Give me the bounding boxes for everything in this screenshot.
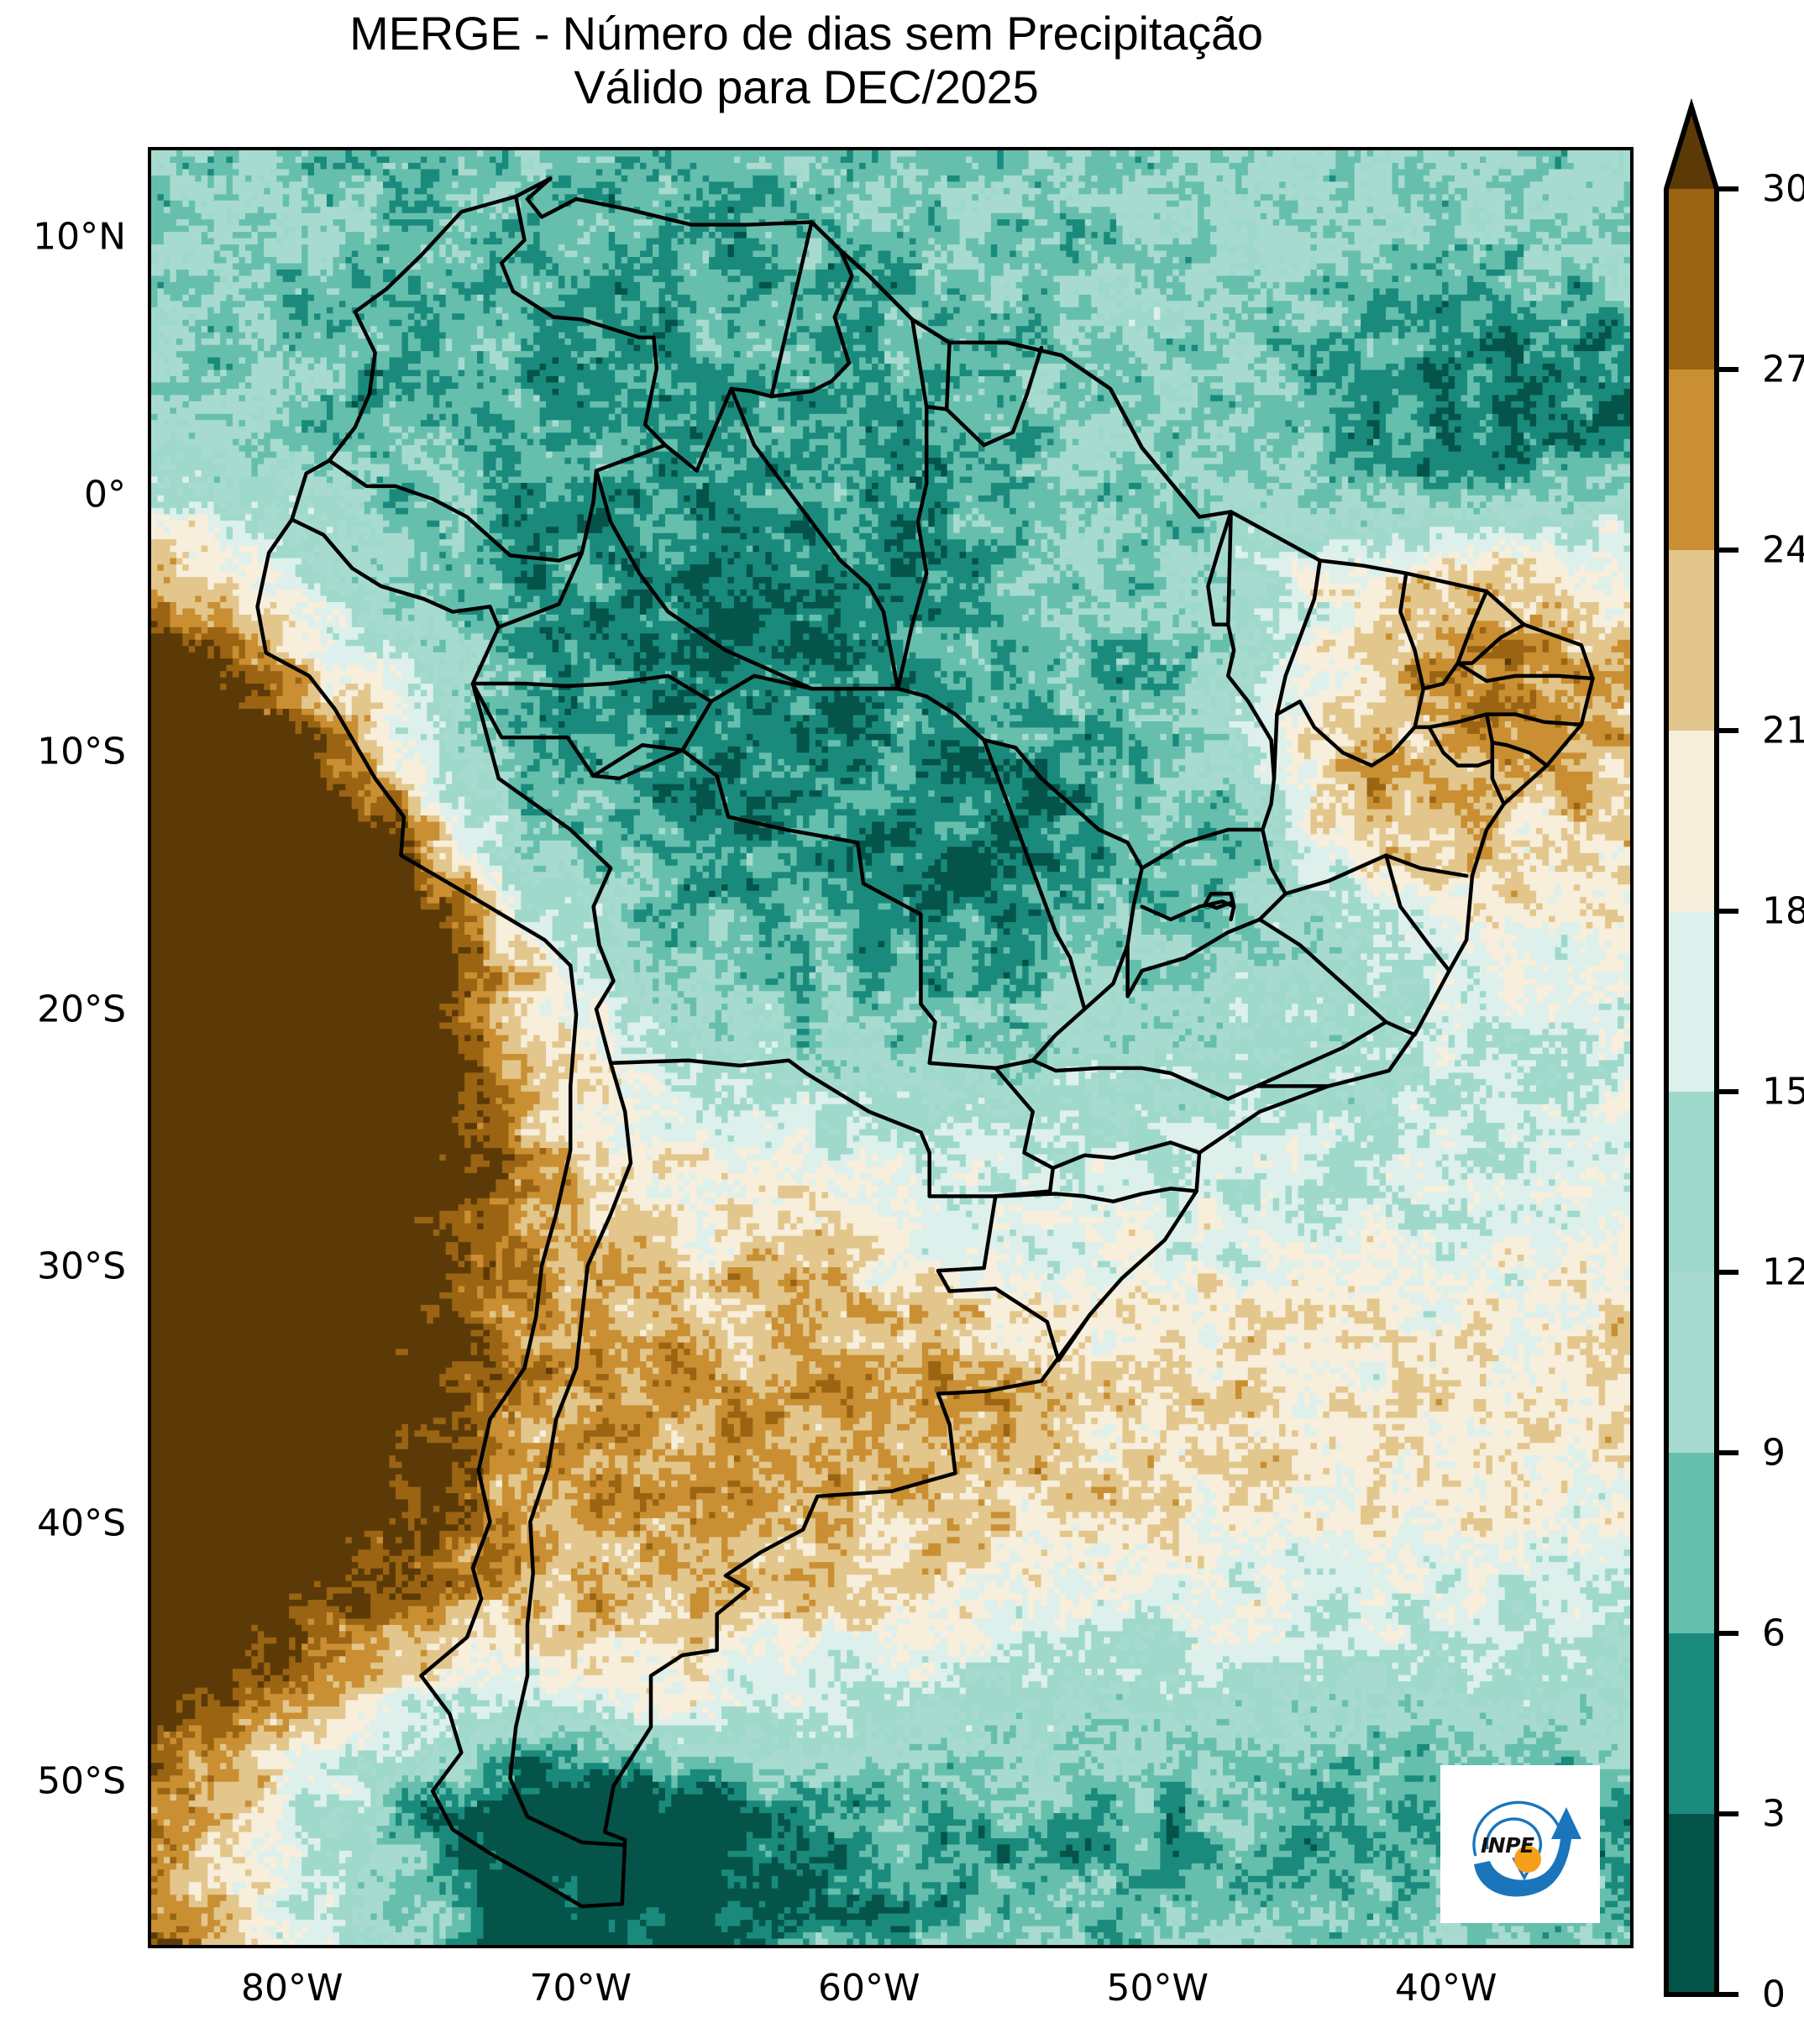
map-plot-area bbox=[148, 147, 1634, 1948]
colorbar-band-9-12 bbox=[1666, 1272, 1717, 1453]
colorbar-band-3-6 bbox=[1666, 1633, 1717, 1814]
lat-tick-50°S: 50°S bbox=[0, 1759, 126, 1802]
lat-tick-10°N: 10°N bbox=[0, 216, 126, 259]
colorbar-band-12-15 bbox=[1666, 1092, 1717, 1272]
figure-title: MERGE - Número de dias sem Precipitação … bbox=[0, 7, 1613, 114]
colorbar-label-18: 18 bbox=[1762, 890, 1804, 933]
colorbar-band-21-24 bbox=[1666, 550, 1717, 731]
colorbar-label-27: 27 bbox=[1762, 349, 1804, 391]
inpe-logo-mark: INPE bbox=[1440, 1765, 1600, 1923]
lat-tick-10°S: 10°S bbox=[0, 731, 126, 773]
lat-tick-20°S: 20°S bbox=[0, 988, 126, 1030]
colorbar-band-15-18 bbox=[1666, 911, 1717, 1092]
lon-tick-80°W: 80°W bbox=[241, 1967, 343, 2010]
colorbar-band-0-3 bbox=[1666, 1814, 1717, 1994]
title-line-1: MERGE - Número de dias sem Precipitação bbox=[0, 7, 1613, 60]
precipitation-days-map bbox=[151, 150, 1630, 1945]
colorbar-label-12: 12 bbox=[1762, 1251, 1804, 1294]
lat-tick-30°S: 30°S bbox=[0, 1245, 126, 1287]
colorbar-label-0: 0 bbox=[1762, 1973, 1786, 2016]
colorbar-label-6: 6 bbox=[1762, 1612, 1786, 1655]
colorbar-band-6-9 bbox=[1666, 1453, 1717, 1633]
logo-text: INPE bbox=[1481, 1833, 1534, 1858]
figure-canvas: MERGE - Número de dias sem Precipitação … bbox=[0, 0, 1804, 2044]
colorbar-label-24: 24 bbox=[1762, 529, 1804, 572]
lat-tick-0°: 0° bbox=[0, 473, 126, 516]
lon-tick-50°W: 50°W bbox=[1106, 1967, 1209, 2010]
lon-tick-70°W: 70°W bbox=[529, 1967, 632, 2010]
colorbar-extend-max-triangle bbox=[1666, 107, 1717, 189]
lon-tick-40°W: 40°W bbox=[1395, 1967, 1497, 2010]
colorbar-label-3: 3 bbox=[1762, 1793, 1786, 1836]
inpe-logo: INPE bbox=[1440, 1765, 1600, 1923]
title-line-2: Válido para DEC/2025 bbox=[0, 60, 1613, 114]
colorbar bbox=[1661, 102, 1727, 1997]
lat-tick-40°S: 40°S bbox=[0, 1502, 126, 1545]
colorbar-label-9: 9 bbox=[1762, 1432, 1786, 1475]
colorbar-label-15: 15 bbox=[1762, 1071, 1804, 1114]
colorbar-label-21: 21 bbox=[1762, 710, 1804, 752]
colorbar-band-27-30 bbox=[1666, 189, 1717, 369]
colorbar-band-18-21 bbox=[1666, 731, 1717, 911]
colorbar-band-24-27 bbox=[1666, 369, 1717, 550]
colorbar-label-30: 30 bbox=[1762, 168, 1804, 211]
colorbar-gradient bbox=[1661, 102, 1727, 1997]
lon-tick-60°W: 60°W bbox=[818, 1967, 920, 2010]
